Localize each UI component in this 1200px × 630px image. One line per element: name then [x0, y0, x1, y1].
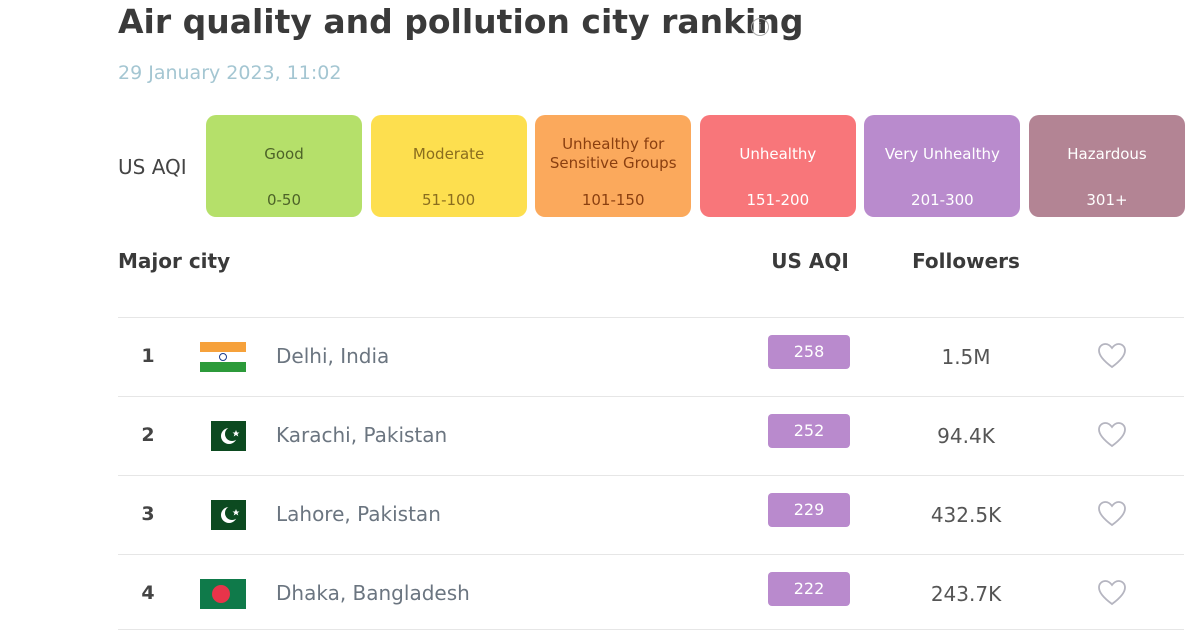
- level-name: Unhealthy: [739, 144, 817, 163]
- rank: 1: [141, 345, 155, 367]
- follow-button[interactable]: [1097, 579, 1127, 611]
- row-separator: [118, 475, 1184, 476]
- row-separator: [118, 317, 1184, 318]
- aqi-level: Unhealthy 151-200: [699, 115, 856, 217]
- row-separator: [118, 396, 1184, 397]
- city-name[interactable]: Lahore, Pakistan: [276, 502, 441, 526]
- city-name[interactable]: Karachi, Pakistan: [276, 423, 448, 447]
- rank: 3: [141, 503, 155, 525]
- level-name: Unhealthy for Sensitive Groups: [549, 135, 677, 172]
- level-range: 51-100: [422, 191, 476, 209]
- level-name: Very Unhealthy: [884, 144, 1000, 163]
- column-header: Followers: [912, 249, 1020, 273]
- legend-label: US AQI: [118, 155, 187, 179]
- follow-button[interactable]: [1097, 500, 1127, 532]
- flag-icon: [200, 342, 246, 376]
- aqi-badge: 229: [768, 493, 850, 527]
- level-range: 0-50: [266, 191, 302, 209]
- flag-icon: [211, 421, 246, 455]
- aqi-badge: 222: [768, 572, 850, 606]
- date: 29 January 2023, 11:02: [118, 62, 342, 84]
- city-name[interactable]: Dhaka, Bangladesh: [276, 581, 470, 605]
- info-icon[interactable]: i: [751, 18, 769, 36]
- flag-icon: [200, 579, 246, 613]
- aqi-level: Hazardous 301+: [1029, 115, 1185, 217]
- level-name: Moderate: [412, 144, 485, 163]
- city-name[interactable]: Delhi, India: [276, 344, 390, 368]
- follow-button[interactable]: [1097, 421, 1127, 453]
- column-header: Major city: [118, 249, 231, 273]
- row-separator: [118, 554, 1184, 555]
- followers: 243.7K: [930, 582, 1002, 606]
- column-header: US AQI: [771, 249, 849, 273]
- follow-button[interactable]: [1097, 342, 1127, 374]
- aqi-badge: 252: [768, 414, 850, 448]
- aqi-level: Unhealthy for Sensitive Groups 101-150: [535, 115, 692, 217]
- flag-icon: [211, 500, 246, 534]
- aqi-badge: 258: [768, 335, 850, 369]
- rank: 4: [141, 582, 155, 604]
- level-name: Hazardous: [1067, 144, 1147, 163]
- aqi-level: Good 0-50: [206, 115, 362, 217]
- aqi-level: Moderate 51-100: [370, 115, 527, 217]
- level-range: 101-150: [581, 191, 645, 209]
- level-range: 151-200: [746, 191, 810, 209]
- aqi-level: Very Unhealthy 201-300: [864, 115, 1021, 217]
- page-title: Air quality and pollution city ranking: [118, 2, 804, 41]
- followers: 432.5K: [930, 503, 1002, 527]
- level-range: 201-300: [911, 191, 974, 209]
- level-name: Good: [264, 144, 304, 163]
- followers: 1.5M: [941, 345, 991, 369]
- rank: 2: [141, 424, 155, 446]
- level-range: 301+: [1086, 191, 1128, 209]
- followers: 94.4K: [937, 424, 995, 448]
